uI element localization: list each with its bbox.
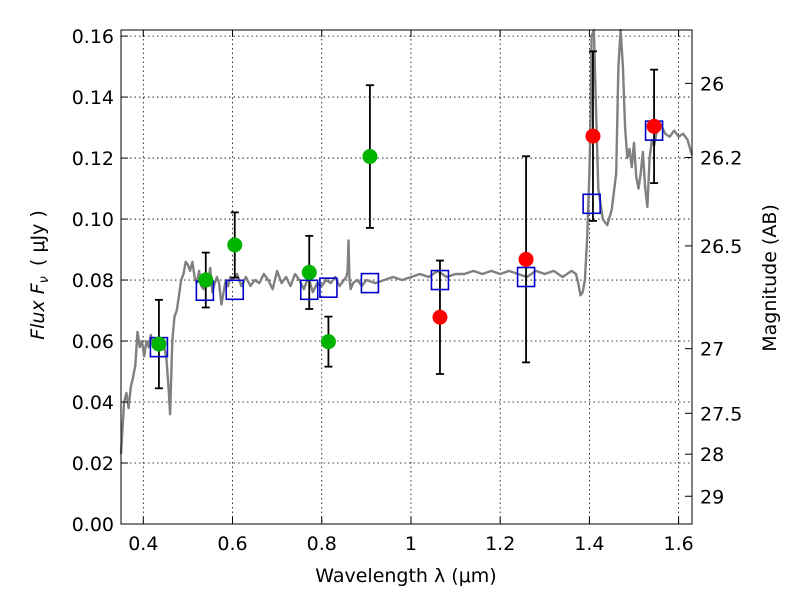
data-point-layer xyxy=(151,118,662,352)
model-spectrum-line xyxy=(119,28,694,454)
right-tick-label: 27.5 xyxy=(700,403,742,425)
right-tick-label: 29 xyxy=(700,486,724,508)
y-tick-label: 0.08 xyxy=(72,270,114,292)
red-data-point xyxy=(518,251,534,267)
x-tick-label: 1.4 xyxy=(574,533,604,555)
green-data-point xyxy=(198,272,214,288)
model-box-marker xyxy=(299,279,319,301)
right-tick-label: 26.2 xyxy=(700,147,742,169)
model-box-marker xyxy=(319,277,338,298)
y-tick-label: 0.04 xyxy=(72,392,114,414)
model-box-marker xyxy=(430,269,450,291)
x-tick-label: 1.2 xyxy=(485,533,515,555)
model-box-marker xyxy=(582,193,601,215)
green-data-point xyxy=(151,336,167,352)
y-tick-label: 0.06 xyxy=(72,331,114,353)
model-box-marker xyxy=(516,266,536,288)
red-data-point xyxy=(432,309,448,325)
green-data-point xyxy=(301,264,317,280)
x-axis-label: Wavelength λ (μm) xyxy=(315,565,496,587)
y-tick-label: 0.14 xyxy=(72,87,114,109)
y-tick-label: 0.10 xyxy=(72,209,114,231)
model-spectrum-layer xyxy=(119,28,694,454)
right-tick-label: 27 xyxy=(700,339,724,361)
model-box-layer xyxy=(149,120,664,358)
red-data-point xyxy=(646,118,662,134)
right-tick-label: 28 xyxy=(700,444,724,466)
errorbar-layer xyxy=(154,50,659,390)
x-tick-label: 0.4 xyxy=(128,533,158,555)
y-axis-label: Flux Fν ( μJy ) xyxy=(27,210,52,340)
right-tick-label: 26.5 xyxy=(700,236,742,258)
x-tick-label: 1 xyxy=(405,533,417,555)
right-axis-label: Magnitude (AB) xyxy=(759,204,781,352)
y-axis-label-unit: ( μJy ) xyxy=(27,210,49,266)
x-tick-label: 0.6 xyxy=(217,533,247,555)
model-box-marker xyxy=(360,272,380,294)
y-tick-label: 0.16 xyxy=(72,26,114,48)
green-data-point xyxy=(227,237,243,253)
x-tick-label: 0.8 xyxy=(307,533,337,555)
red-data-point xyxy=(585,128,601,144)
y-tick-label: 0.12 xyxy=(72,148,114,170)
y-axis-label-main: Flux F xyxy=(27,282,49,340)
y-axis-label-sub: ν xyxy=(37,276,52,283)
svg-text:Flux Fν( μJy ): Flux Fν ( μJy ) xyxy=(27,210,52,340)
y-tick-label: 0.02 xyxy=(72,453,114,475)
tick-layer: 0.4 0.6 0.8 1 1.2 1.4 1.6 0.00 0.02 0.04 0.06 0.08 0… xyxy=(72,26,743,555)
right-tick-label: 26 xyxy=(700,73,724,95)
green-data-point xyxy=(362,149,378,165)
y-tick-label: 0.00 xyxy=(72,514,114,536)
model-box-marker xyxy=(225,279,245,301)
plot-frame xyxy=(120,29,693,525)
green-data-point xyxy=(320,334,336,350)
x-tick-label: 1.6 xyxy=(664,533,694,555)
